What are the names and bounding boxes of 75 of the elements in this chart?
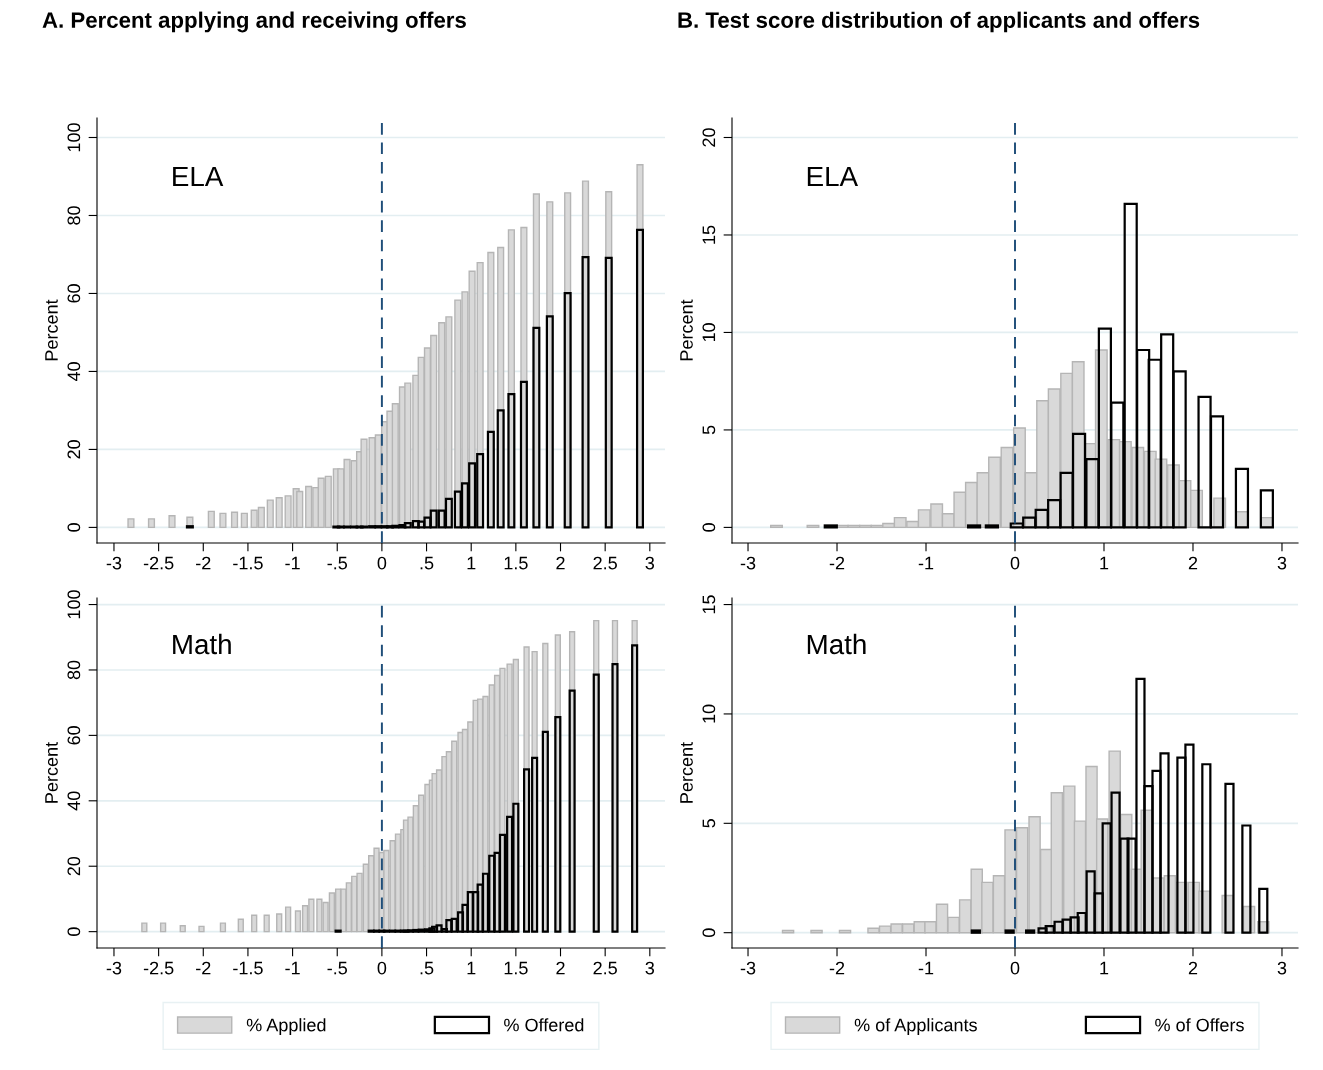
y-tick-label: 60 — [67, 284, 81, 303]
y-tick-label: 100 — [67, 590, 81, 619]
y-tick-label: 15 — [702, 225, 716, 244]
annotation: ELA — [173, 166, 224, 186]
x-tick-label: -3 — [106, 961, 122, 975]
y-tick-label: 20 — [67, 440, 81, 459]
x-tick-label: 2.5 — [593, 556, 617, 570]
x-tick-label: 1 — [1100, 961, 1109, 975]
y-axis-title: Percent — [45, 742, 58, 803]
y-tick-label: 80 — [67, 660, 81, 680]
x-tick-label: 0 — [1010, 556, 1020, 570]
x-tick-label: -3 — [740, 961, 756, 975]
x-tick-label: 1.5 — [504, 556, 528, 570]
y-tick-label: 0 — [67, 523, 81, 532]
x-tick-label: 2.5 — [593, 961, 617, 975]
x-tick-label: -1 — [285, 961, 300, 975]
x-tick-label: 2 — [1188, 961, 1198, 975]
x-tick-label: -2 — [196, 961, 211, 975]
x-tick-label: -3 — [740, 556, 756, 570]
x-tick-label: 3 — [1277, 556, 1287, 570]
x-tick-label: -2.5 — [143, 556, 174, 570]
y-axis-title: Percent — [45, 299, 58, 361]
chart-title: B. Test score distribution of applicants and offers — [678, 11, 1200, 33]
x-tick-label: -1.5 — [233, 556, 263, 570]
x-tick-label: -.5 — [327, 961, 348, 975]
x-tick-label: 3 — [645, 556, 655, 570]
y-tick-label: 20 — [67, 856, 81, 876]
y-tick-label: 60 — [67, 726, 81, 745]
legend-label: % of Applicants — [854, 1018, 977, 1035]
x-tick-label: 1.5 — [504, 961, 528, 975]
y-tick-label: 0 — [702, 523, 716, 532]
y-tick-label: 40 — [67, 791, 81, 811]
legend-label: % of Offers — [1155, 1018, 1244, 1032]
x-tick-label: -1 — [285, 556, 300, 570]
x-tick-label: -2.5 — [143, 961, 174, 975]
x-tick-label: 1 — [467, 961, 476, 975]
x-tick-label: 2 — [556, 961, 565, 975]
x-tick-label: -.5 — [327, 556, 348, 570]
y-tick-label: 10 — [702, 704, 716, 723]
y-tick-label: 10 — [702, 323, 716, 342]
y-tick-label: 100 — [67, 123, 81, 152]
x-tick-label: -2 — [829, 556, 845, 570]
legend-label: % Offered — [504, 1018, 584, 1032]
x-tick-label: 1 — [1100, 556, 1109, 570]
annotation: Math — [173, 633, 231, 655]
x-tick-label: 2 — [1188, 556, 1198, 570]
x-tick-label: 0 — [1010, 961, 1020, 975]
x-tick-label: 1 — [467, 556, 476, 570]
x-tick-label: 3 — [1277, 961, 1287, 975]
y-tick-label: 5 — [702, 819, 716, 828]
x-tick-label: .5 — [420, 961, 434, 975]
y-tick-label: 0 — [702, 928, 716, 937]
legend-label: % Applied — [246, 1018, 326, 1035]
x-tick-label: 3 — [645, 961, 655, 975]
x-tick-label: -2 — [829, 961, 845, 975]
y-tick-label: 5 — [702, 425, 716, 435]
annotation: Math — [807, 633, 866, 655]
x-tick-label: 0 — [377, 961, 387, 975]
y-tick-label: 15 — [702, 595, 716, 614]
x-tick-label: -1 — [918, 556, 934, 570]
x-tick-label: -1.5 — [233, 961, 263, 975]
chart-title: A. Percent applying and receiving offers — [42, 11, 466, 33]
y-tick-label: 80 — [67, 206, 81, 225]
y-axis-title: Percent — [680, 742, 693, 803]
x-tick-label: .5 — [420, 556, 434, 570]
x-tick-label: -2 — [196, 556, 211, 570]
x-tick-label: 2 — [556, 556, 565, 570]
y-axis-title: Percent — [680, 299, 693, 361]
x-tick-label: -1 — [918, 961, 934, 975]
x-tick-label: -3 — [106, 556, 122, 570]
y-tick-label: 0 — [67, 927, 81, 936]
annotation: ELA — [807, 166, 859, 186]
y-tick-label: 40 — [67, 362, 81, 382]
x-tick-label: 0 — [377, 556, 387, 570]
y-tick-label: 20 — [702, 128, 716, 147]
